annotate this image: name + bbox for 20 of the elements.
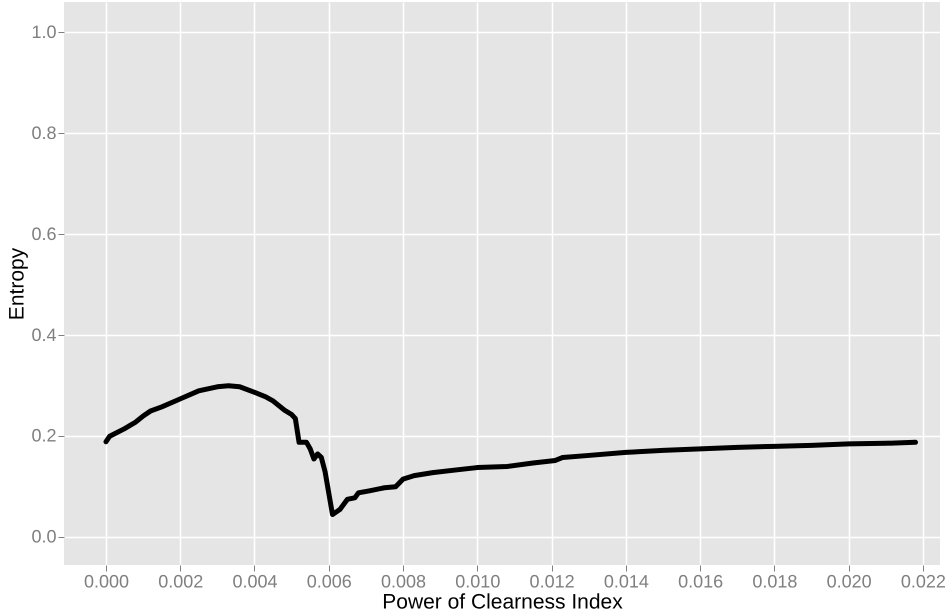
y-tick-label: 1.0 [31,22,56,42]
y-axis-title: Entropy [5,247,28,320]
x-tick-label: 0.020 [826,572,872,592]
y-tick-label: 0.0 [31,526,56,547]
y-tick-label: 0.8 [31,122,56,143]
x-tick-label: 0.004 [232,572,278,592]
x-tick-label: 0.016 [678,572,724,592]
y-tick-label: 0.2 [31,426,56,446]
x-tick-label: 0.002 [158,572,204,592]
x-axis-title: Power of Clearness Index [382,590,624,614]
x-tick-label: 0.008 [381,572,426,592]
y-tick-label: 0.6 [31,224,56,244]
y-tick-label: 0.4 [31,324,56,345]
x-tick-label: 0.006 [306,572,352,592]
x-tick-label: 0.010 [455,572,500,592]
x-tick-label: 0.000 [84,572,129,592]
x-tick-label: 0.018 [752,572,798,592]
x-tick-label: 0.022 [900,572,946,592]
x-tick-label: 0.012 [530,572,575,592]
x-tick-label: 0.014 [604,572,649,592]
